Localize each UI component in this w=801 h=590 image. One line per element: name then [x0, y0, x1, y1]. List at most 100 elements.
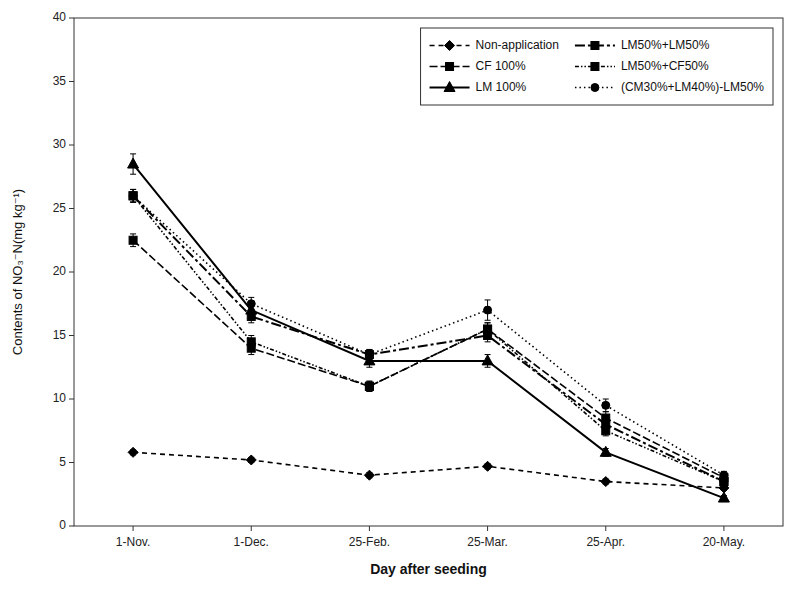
x-tick-label: 25-Feb. [349, 535, 390, 549]
x-tick [723, 526, 724, 531]
y-tick-label: 0 [59, 518, 66, 532]
point [364, 470, 374, 480]
x-tick-label: 1-Nov. [116, 535, 150, 549]
series [128, 447, 729, 493]
point [246, 455, 256, 465]
error-bar [130, 189, 136, 202]
point [484, 325, 492, 333]
point [718, 492, 729, 502]
error-bar [485, 300, 491, 320]
x-tick [605, 526, 606, 531]
y-tick-label: 35 [53, 74, 67, 88]
error-bar [366, 349, 372, 359]
y-tick-label: 40 [53, 10, 67, 24]
legend-item: LM50%+LM50% [575, 38, 710, 52]
y-tick [69, 526, 74, 527]
x-tick [487, 526, 488, 531]
y-tick [69, 272, 74, 273]
x-tick-label: 1-Dec. [234, 535, 269, 549]
point [247, 300, 255, 308]
point [602, 427, 610, 435]
legend-marker [444, 82, 455, 92]
error-bar [485, 323, 491, 336]
legend-marker [591, 42, 599, 50]
point [720, 471, 728, 479]
error-bar [248, 336, 254, 349]
x-tick [369, 526, 370, 531]
y-tick [69, 335, 74, 336]
legend-box [421, 28, 773, 105]
data [128, 154, 730, 502]
series-line [133, 196, 724, 475]
error-bar [603, 399, 609, 412]
x-tick-label: 25-Apr. [586, 535, 625, 549]
error-bar [366, 381, 372, 391]
y-tick-label: 5 [59, 455, 66, 469]
y-tick-label: 25 [53, 201, 67, 215]
error-bar [248, 297, 254, 310]
point [129, 192, 137, 200]
legend-marker [591, 63, 599, 71]
legend-item: CF 100% [430, 59, 526, 73]
point [484, 306, 492, 314]
x-tick-label: 25-Mar. [467, 535, 508, 549]
point [482, 355, 493, 365]
legend-item: Non-application [430, 38, 559, 52]
y-tick-label: 30 [53, 137, 67, 151]
legend-marker [446, 63, 454, 71]
y-tick [69, 399, 74, 400]
x-axis-label: Day after seeding [370, 561, 487, 577]
point [247, 312, 255, 320]
error-bar [130, 189, 136, 202]
series-line [133, 452, 724, 488]
error-bar [130, 189, 136, 202]
error-bar [130, 234, 136, 247]
series [129, 189, 728, 485]
legend-item: LM 100% [430, 80, 527, 94]
point [365, 382, 373, 390]
legend-item: (CM30%+LM40%)-LM50% [575, 80, 764, 94]
x-axis: 1-Nov. 1-Dec. 25-Feb. 25-Mar. 25-Apr. 20-May. [116, 526, 745, 549]
series-line [133, 196, 724, 482]
error-bar [366, 349, 372, 359]
point [247, 338, 255, 346]
y-tick-label: 10 [53, 391, 67, 405]
error-bar [485, 323, 491, 336]
error-bar [603, 426, 609, 436]
point [365, 382, 373, 390]
legend-label: LM 100% [476, 80, 527, 94]
point [483, 461, 493, 471]
y-axis: 0 5 10 15 20 25 30 35 40 [53, 10, 74, 532]
error-bar [248, 310, 254, 323]
point [128, 447, 138, 457]
y-tick-label: 15 [53, 328, 67, 342]
series [129, 189, 728, 485]
y-axis-label: Contents of NO₃⁻N(mg kg⁻¹) [10, 189, 25, 355]
y-tick-label: 20 [53, 264, 67, 278]
y-tick [69, 208, 74, 209]
plot-frame [74, 18, 783, 526]
series-line [133, 240, 724, 477]
point [600, 446, 611, 456]
error-bar [366, 381, 372, 391]
point [602, 401, 610, 409]
x-tick [251, 526, 252, 531]
y-tick [69, 145, 74, 146]
chart: 0 5 10 15 20 25 30 35 40 1-Nov. 1-Dec. 25-Feb. 25-Ma… [0, 0, 801, 590]
x-tick-label: 20-May. [703, 535, 745, 549]
point [129, 192, 137, 200]
error-bar [721, 471, 727, 479]
point [128, 158, 139, 168]
legend-label: CF 100% [476, 59, 526, 73]
legend-marker [445, 41, 455, 51]
legend-label: Non-application [476, 38, 559, 52]
legend-label: LM50%+CF50% [621, 59, 709, 73]
y-tick [69, 81, 74, 82]
y-tick [69, 18, 74, 19]
legend-label: LM50%+LM50% [621, 38, 710, 52]
legend: Non-application CF 100% LM 100% LM50%+LM50%… [421, 28, 773, 105]
y-tick [69, 462, 74, 463]
series-line [133, 196, 724, 482]
series [129, 189, 728, 479]
legend-item: LM50%+CF50% [575, 59, 709, 73]
